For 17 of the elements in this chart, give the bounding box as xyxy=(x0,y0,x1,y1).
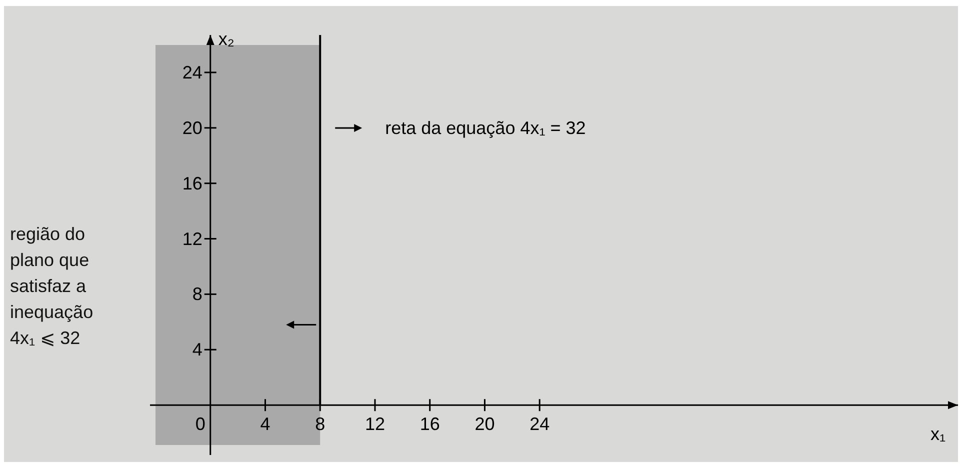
y-tick-label: 12 xyxy=(182,228,202,249)
x-tick-label: 20 xyxy=(474,414,495,434)
y-tick-label: 4 xyxy=(192,340,202,360)
annotation: reta da equação 4x₁ = 32 xyxy=(385,118,586,138)
y-axis-title: x₂ xyxy=(218,29,234,49)
y-tick-label: 24 xyxy=(182,62,202,82)
x-tick-label: 24 xyxy=(530,414,550,434)
x-tick-label: 4 xyxy=(260,414,270,434)
y-tick-label: 20 xyxy=(182,118,202,138)
y-tick-label: 8 xyxy=(192,284,202,304)
text: região do plano que satisfaz a inequação 4x₁ ⩽ 32 xyxy=(10,224,94,348)
x-tick-label: 0 xyxy=(195,414,206,434)
x-axis-title: x₁ xyxy=(930,424,946,444)
x-tick-label: 16 xyxy=(420,414,440,434)
x-tick-label: 8 xyxy=(315,414,326,434)
x-tick-label: 12 xyxy=(364,414,385,434)
y-tick-label: 16 xyxy=(182,173,202,194)
